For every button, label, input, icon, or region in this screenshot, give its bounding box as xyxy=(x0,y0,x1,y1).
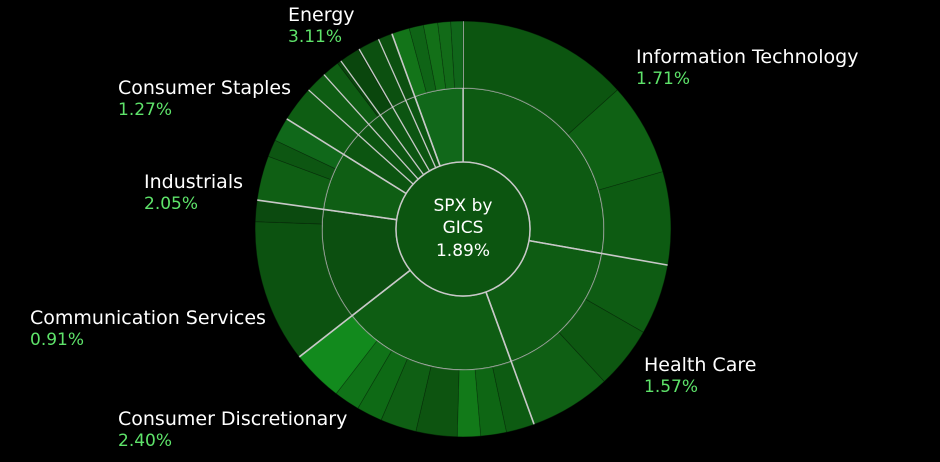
energy-subdivider-3 xyxy=(340,60,425,176)
label-consumer-staples-name: Consumer Staples xyxy=(118,77,291,99)
sector-outer-information-technology-1[interactable] xyxy=(462,20,619,136)
label-consumer-staples-change: 1.27% xyxy=(118,100,172,120)
label-consumer-discretionary-change: 2.40% xyxy=(118,431,172,451)
label-consumer-discretionary-name: Consumer Discretionary xyxy=(118,408,347,430)
label-industrials-name: Industrials xyxy=(144,171,243,193)
sector-outer-consumer-discretionary-3[interactable] xyxy=(456,369,482,438)
sunburst-rings xyxy=(254,20,672,438)
sector-outer-energy-1[interactable] xyxy=(391,27,427,98)
energy-subdivider-1 xyxy=(307,89,414,185)
label-communication-services-name: Communication Services xyxy=(30,307,266,329)
sector-divider-energy xyxy=(391,33,441,167)
label-communication-services-change: 0.91% xyxy=(30,330,84,350)
center-value: 1.89% xyxy=(436,241,490,261)
middle-ring-outline xyxy=(321,87,605,371)
outer-ring-outline xyxy=(254,20,672,438)
label-information-technology-change: 1.71% xyxy=(636,69,690,89)
sector-outer-consumer-discretionary-2[interactable] xyxy=(474,366,508,437)
sector-outer-consumer-discretionary-6[interactable] xyxy=(357,350,408,421)
energy-subdivider-4 xyxy=(358,48,431,172)
label-energy-name: Energy xyxy=(288,4,355,26)
sector-outer-energy-5[interactable] xyxy=(450,20,464,89)
sector-outer-industrials-1[interactable] xyxy=(256,155,332,210)
sector-divider-industrials xyxy=(256,199,397,221)
center-hub: SPX by GICS 1.89% xyxy=(395,161,531,297)
center-title-line2: GICS xyxy=(443,218,484,238)
label-health-care-change: 1.57% xyxy=(644,377,698,397)
sector-outer-energy-4[interactable] xyxy=(437,20,456,90)
energy-subdivider-5 xyxy=(377,38,437,169)
center-circle xyxy=(395,161,531,297)
sector-divider-communication-services xyxy=(298,269,411,358)
sector-outer-communication-services-1[interactable] xyxy=(254,221,353,358)
sector-outer-information-technology-2[interactable] xyxy=(567,89,664,191)
center-title-line1: SPX by xyxy=(434,196,493,216)
sector-divider-consumer-staples xyxy=(286,118,407,195)
sector-outer-energy-2[interactable] xyxy=(408,24,437,94)
sector-outer-energy-3[interactable] xyxy=(422,22,447,92)
label-energy-change: 3.11% xyxy=(288,27,342,47)
sector-outer-consumer-discretionary-7[interactable] xyxy=(335,340,393,409)
sector-divider-health-care xyxy=(528,239,668,266)
sector-labels: Information Technology 1.71% Health Care… xyxy=(30,4,858,451)
sector-divider-consumer-discretionary xyxy=(485,291,535,425)
label-information-technology-name: Information Technology xyxy=(636,46,858,68)
sector-outer-industrials-2[interactable] xyxy=(267,139,337,181)
energy-subdivider-2 xyxy=(323,73,419,180)
sector-outer-consumer-discretionary-4[interactable] xyxy=(415,365,460,438)
label-health-care-name: Health Care xyxy=(644,354,756,376)
label-industrials-change: 2.05% xyxy=(144,194,198,214)
